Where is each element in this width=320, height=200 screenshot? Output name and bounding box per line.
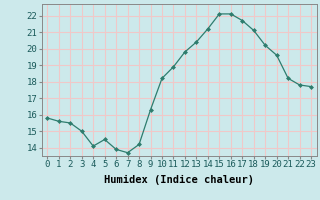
X-axis label: Humidex (Indice chaleur): Humidex (Indice chaleur) <box>104 175 254 185</box>
